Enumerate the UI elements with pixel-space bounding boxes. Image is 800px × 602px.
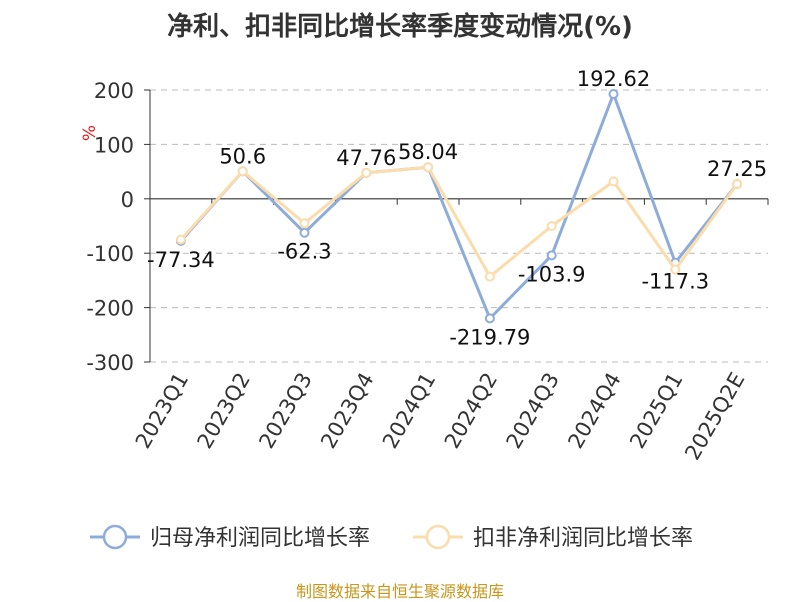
data-point — [299, 218, 310, 229]
series-line-2 — [179, 165, 739, 279]
x-tick-label: 2024Q4 — [563, 369, 625, 453]
data-label: 50.6 — [219, 144, 266, 168]
data-point — [732, 178, 743, 189]
legend: 归母净利润同比增长率 扣非净利润同比增长率 — [90, 524, 693, 551]
data-label: -77.34 — [147, 248, 215, 272]
y-tick-label: 100 — [94, 133, 134, 157]
data-point — [546, 250, 557, 261]
series-layer — [175, 89, 743, 324]
y-tick-label: 200 — [94, 79, 134, 103]
data-label: 58.04 — [398, 140, 458, 164]
x-tick-label: 2023Q2 — [193, 369, 255, 453]
data-point — [546, 221, 557, 231]
data-label: -117.3 — [641, 270, 709, 294]
y-axis-unit: % — [80, 125, 100, 141]
y-tick-label: 0 — [121, 188, 134, 212]
x-tick-label: 2023Q4 — [316, 369, 378, 453]
data-point — [299, 227, 310, 238]
x-tick-label: 2025Q2E — [680, 369, 749, 465]
data-label: 192.62 — [577, 67, 650, 91]
data-point — [608, 89, 619, 100]
x-tick-label: 2023Q3 — [254, 369, 316, 453]
data-label: -62.3 — [277, 240, 331, 264]
y-tick-label: -100 — [86, 242, 134, 266]
legend-marker-1 — [102, 524, 128, 550]
x-tick-label: 2023Q1 — [131, 369, 193, 453]
x-tick-label: 2025Q1 — [625, 369, 687, 453]
data-label: -103.9 — [518, 262, 586, 286]
data-point — [423, 162, 434, 173]
legend-label-2: 扣非净利润同比增长率 — [473, 526, 693, 551]
data-point — [175, 234, 186, 245]
data-label-layer: -77.34 50.6 -62.3 47.76 58.04 -219.79 -103.9 19… — [147, 67, 767, 349]
y-tick-label: -200 — [86, 297, 134, 321]
y-tick-label: -300 — [86, 351, 134, 375]
x-tick-label: 2024Q3 — [502, 369, 564, 453]
data-point — [361, 167, 372, 178]
data-point — [484, 313, 495, 324]
source-note: 制图数据来自恒生聚源数据库 — [295, 582, 504, 601]
legend-marker-2 — [425, 524, 451, 550]
x-tick-label: 2024Q2 — [440, 369, 502, 453]
data-label: 27.25 — [707, 157, 767, 181]
data-point — [670, 264, 681, 275]
legend-label-1: 归母净利润同比增长率 — [150, 526, 370, 551]
chart-title: 净利、扣非同比增长率季度变动情况(%) — [167, 12, 633, 42]
data-point — [237, 166, 248, 177]
series-line-1 — [179, 92, 739, 320]
data-label: 47.76 — [336, 146, 396, 170]
x-tick-label: 2024Q1 — [378, 368, 440, 452]
data-point — [608, 176, 619, 187]
data-label: -219.79 — [449, 325, 530, 349]
grid-layer — [150, 89, 768, 363]
data-point — [484, 271, 495, 282]
